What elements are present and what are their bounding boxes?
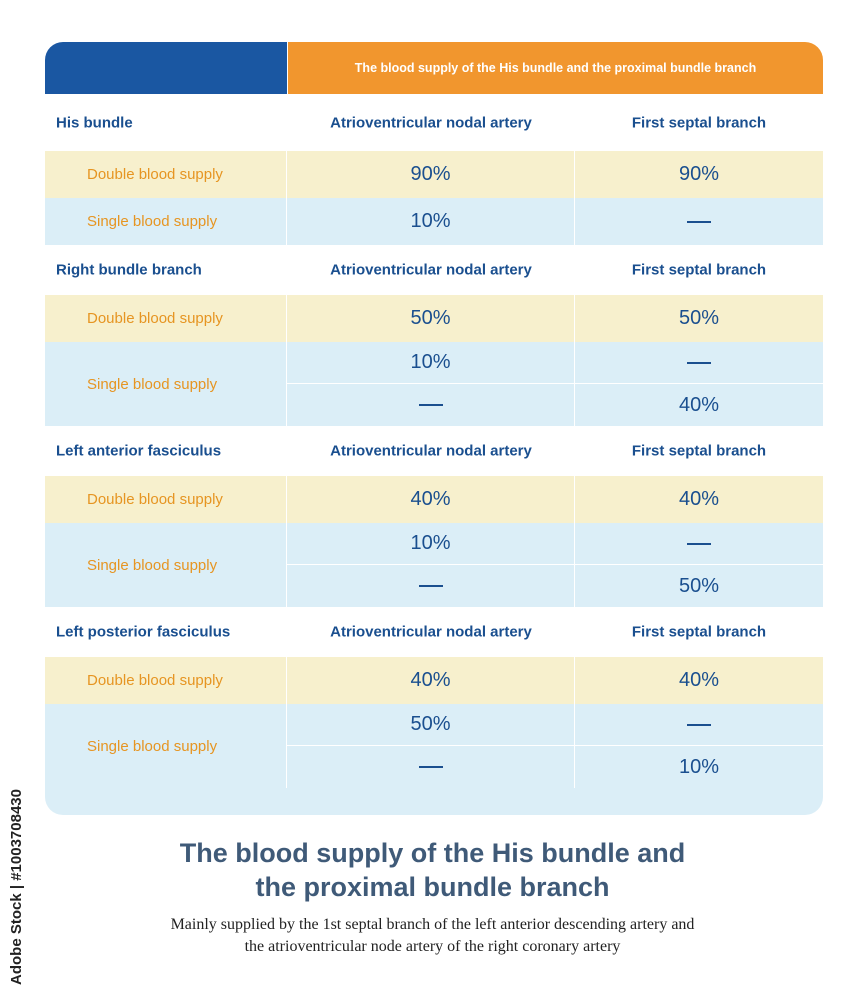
septal-value [575,342,823,383]
av-nodal-value: 40% [287,657,575,704]
av-nodal-value: 90% [287,151,575,198]
double-supply-row: Double blood supply 40% 40% [45,657,823,704]
av-nodal-value: 10% [287,198,575,245]
single-supply-subrow: 10% [287,746,823,788]
section-name: Left posterior fasciculus [56,623,231,641]
row-label: Double blood supply [45,295,287,342]
single-supply-subrow: 10% [287,523,823,565]
dash-mark [687,542,711,545]
av-nodal-value: 10% [287,523,575,564]
av-nodal-value: 50% [287,295,575,342]
septal-value: 40% [678,669,720,691]
stock-id-label: Adobe Stock | #1003708430 [8,789,25,985]
page-subtitle: Mainly supplied by the 1st septal branch… [0,914,865,958]
column-header-av-nodal: Atrioventricular nodal artery [330,442,532,460]
row-label: Double blood supply [45,476,287,523]
section-header-left-posterior-fasciculus: Left posterior fasciculus Atrioventricul… [45,607,823,657]
double-supply-row: Double blood supply 50% 50% [45,295,823,342]
dash-mark [418,766,443,768]
row-label: Single blood supply [45,198,287,245]
section-name: His bundle [56,114,133,131]
av-nodal-value [287,746,575,788]
header-title: The blood supply of the His bundle and t… [287,42,823,94]
page-subtitle-line2: the atrioventricular node artery of the … [244,938,621,955]
dash-mark [687,220,711,223]
septal-value: 10% [678,755,720,778]
row-label: Single blood supply [45,704,287,788]
row-label: Double blood supply [45,657,287,704]
single-supply-subrow: 10% [287,342,823,384]
blood-supply-table: The blood supply of the His bundle and t… [45,42,823,815]
septal-value: 90% [678,163,720,185]
section-header-left-anterior-fasciculus: Left anterior fasciculus Atrioventricula… [45,426,823,476]
section-name: Right bundle branch [56,261,202,279]
single-supply-row: Single blood supply 10% 50% [45,523,823,607]
single-supply-row: Single blood supply 50% 10% [45,704,823,788]
section-name: Left anterior fasciculus [56,442,222,460]
av-nodal-value: 50% [287,704,575,745]
row-label: Single blood supply [45,342,287,426]
single-supply-subrow: 50% [287,565,823,607]
column-header-septal: First septal branch [631,114,767,131]
header-blue-block [45,42,287,94]
row-label: Single blood supply [45,523,287,607]
single-supply-row: Single blood supply 10% [45,198,823,245]
page-title-line1: The blood supply of the His bundle and [179,838,686,868]
section-header-his-bundle: His bundle Atrioventricular nodal artery… [45,94,823,151]
septal-value: 40% [678,393,720,416]
page-subtitle-line1: Mainly supplied by the 1st septal branch… [170,916,695,933]
page-title: The blood supply of the His bundle and t… [0,836,865,904]
column-header-av-nodal: Atrioventricular nodal artery [330,114,532,131]
page-title-line2: the proximal bundle branch [255,872,610,902]
dash-mark [687,361,711,364]
column-header-septal: First septal branch [631,261,767,279]
single-supply-subrow: 50% [287,704,823,746]
dash-mark [418,585,443,587]
row-label: Double blood supply [45,151,287,198]
column-header-av-nodal: Atrioventricular nodal artery [330,261,532,279]
table-footer [45,788,823,815]
single-supply-subrow: 40% [287,384,823,426]
column-header-septal: First septal branch [631,442,767,460]
av-nodal-value [287,384,575,426]
column-header-septal: First septal branch [631,623,767,641]
septal-value [575,523,823,564]
septal-value: 40% [678,488,720,510]
table-header: The blood supply of the His bundle and t… [45,42,823,94]
column-header-av-nodal: Atrioventricular nodal artery [330,623,532,641]
dash-mark [418,404,443,406]
septal-value [575,198,823,245]
double-supply-row: Double blood supply 40% 40% [45,476,823,523]
septal-value [575,704,823,745]
single-supply-row: Single blood supply 10% 40% [45,342,823,426]
septal-value: 50% [678,574,720,597]
section-header-right-bundle-branch: Right bundle branch Atrioventricular nod… [45,245,823,295]
septal-value: 50% [678,307,720,329]
av-nodal-value: 10% [287,342,575,383]
dash-mark [687,723,711,726]
av-nodal-value [287,565,575,607]
av-nodal-value: 40% [287,476,575,523]
double-supply-row: Double blood supply 90% 90% [45,151,823,198]
